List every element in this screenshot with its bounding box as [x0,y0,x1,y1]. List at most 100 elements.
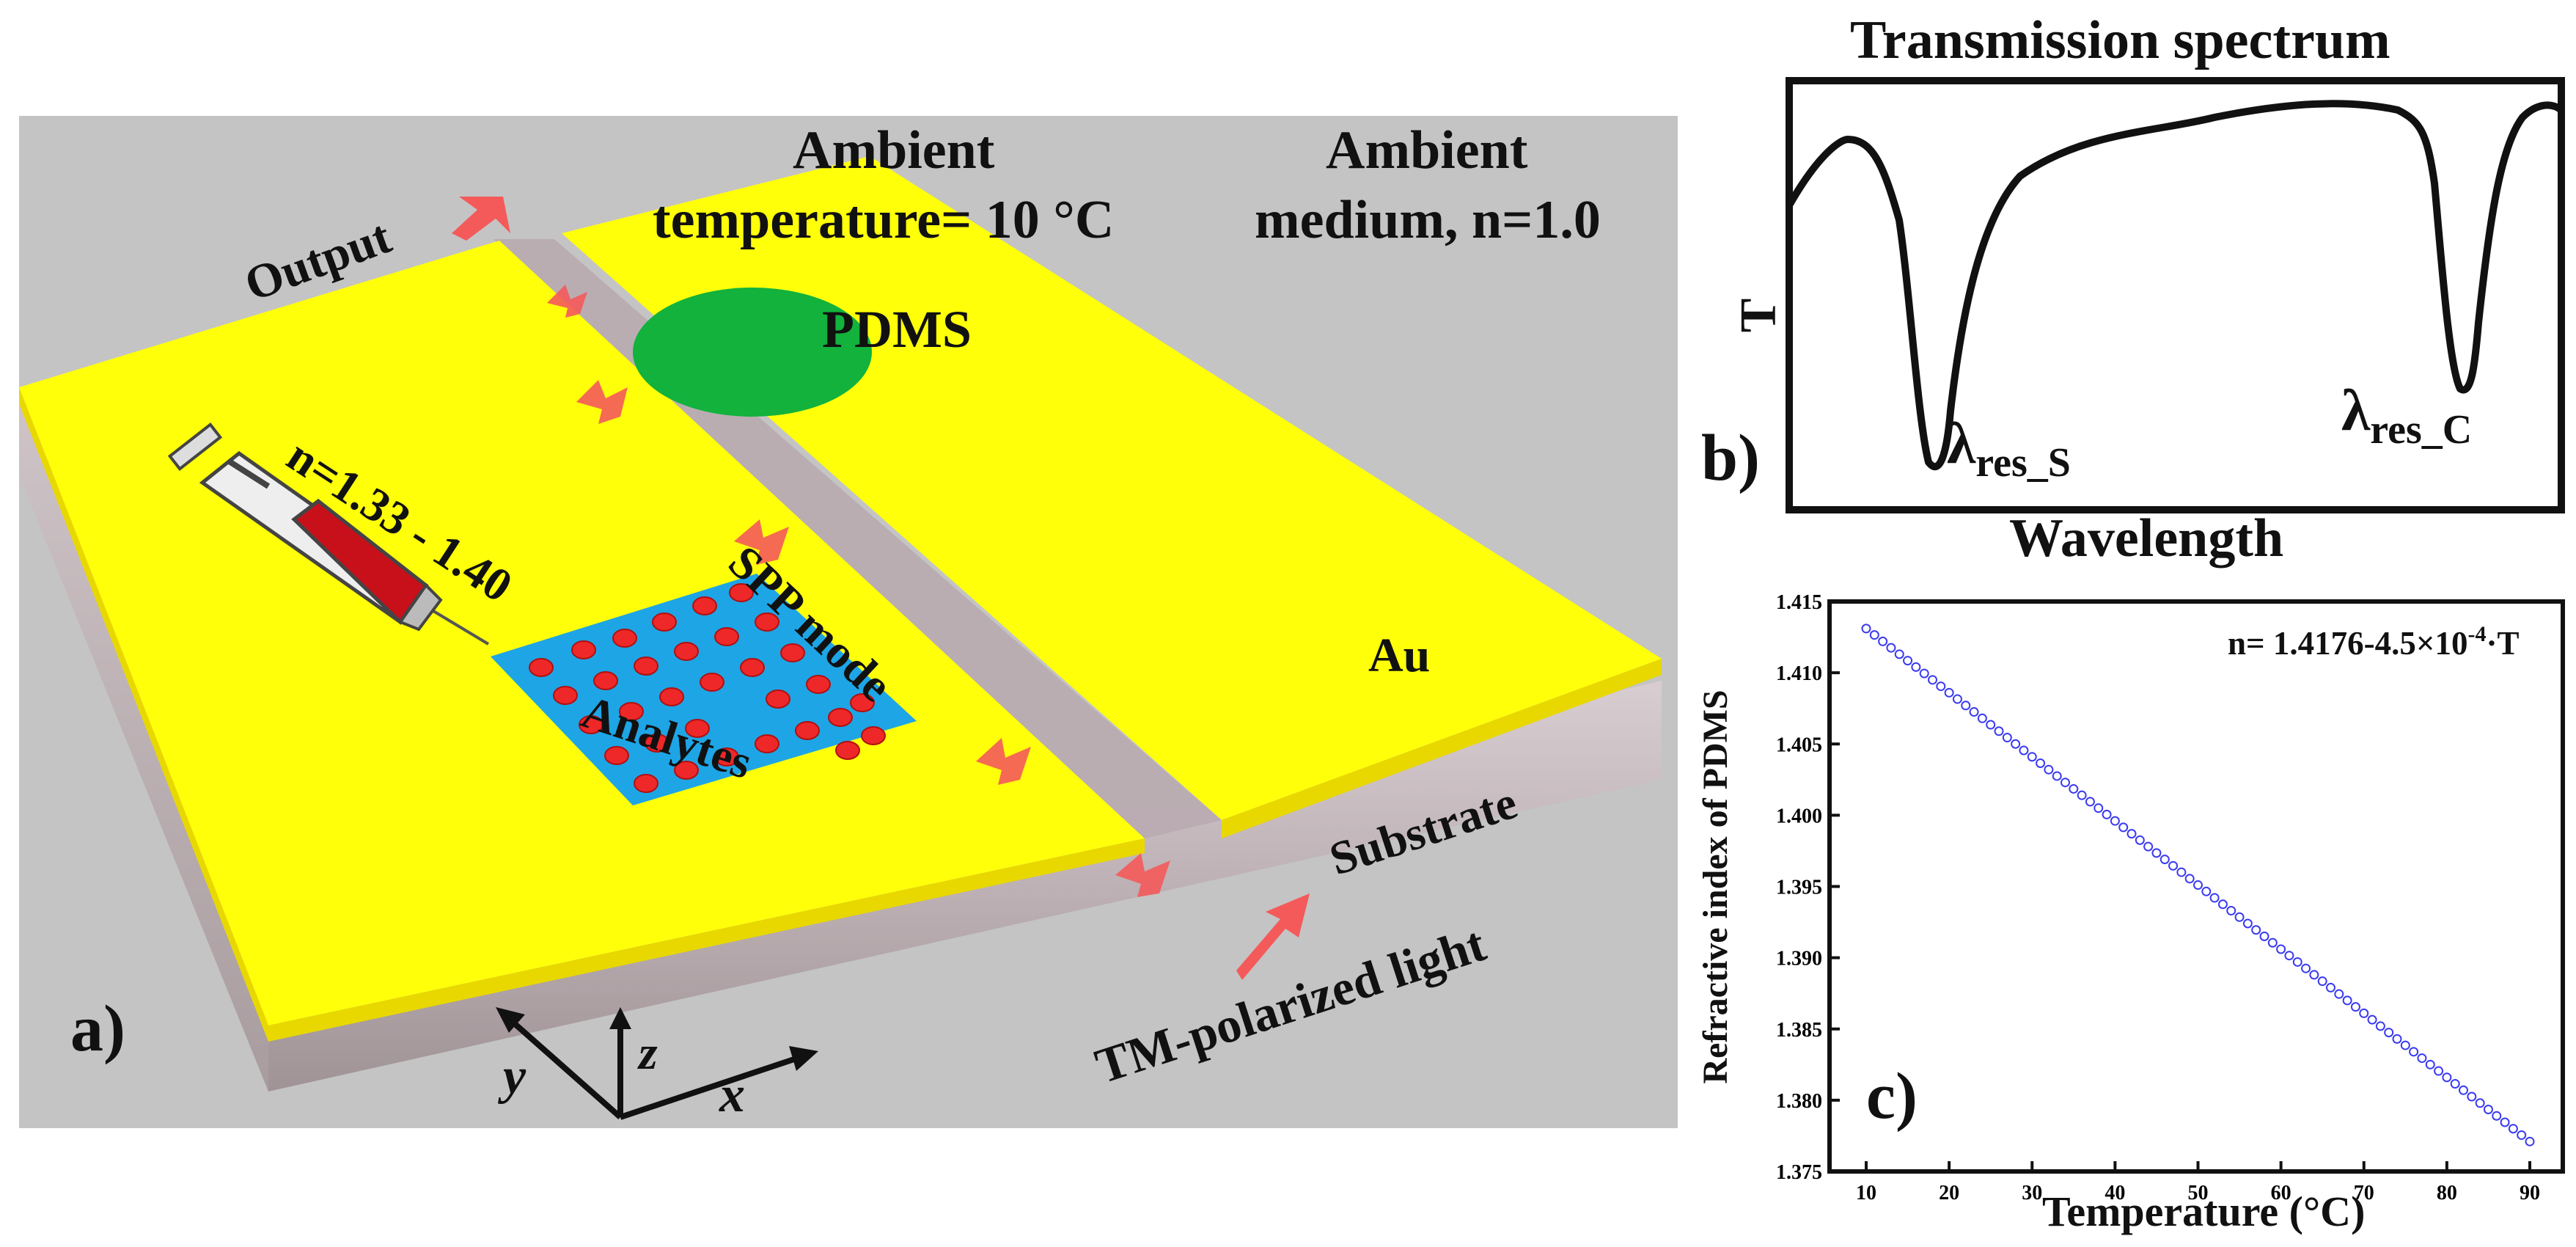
panel-c-label: c) [1866,1060,1918,1133]
panel-b-label: b) [1701,422,1761,494]
data-point [2508,1124,2518,1134]
spp-propagation-arrows [547,285,1170,897]
x-tick-label: 80 [2437,1182,2457,1204]
au-label: Au [1368,629,1431,682]
data-point [2085,797,2095,807]
data-point [1894,649,1904,659]
data-point [2159,855,2170,865]
output-arrow [452,197,510,241]
data-point [2309,970,2319,980]
data-point [2409,1047,2419,1057]
axis-y-label: y [503,1048,526,1105]
data-point [2359,1008,2369,1018]
data-point [2475,1098,2485,1108]
pdms-index-chart-panel: 10 20 30 40 50 60 70 80 90 1.375 1.380 1.385 1.390 1.… [1679,568,2576,1247]
data-point [2334,989,2344,999]
data-point [2492,1111,2502,1121]
data-point [2525,1136,2535,1147]
pdms-index-chart: 10 20 30 40 50 60 70 80 90 1.375 1.380 1.385 1.390 1.… [1776,591,2565,1204]
gold-film-right-front [1222,659,1662,838]
chart-xlabel: Temperature (°C) [2042,1188,2366,1235]
data-point [2217,899,2228,910]
data-point [2367,1014,2377,1025]
data-point [2442,1072,2452,1083]
resonance-c-label: λres_C [2341,379,2472,450]
gold-film-left-edge [19,387,268,1042]
data-point [2242,918,2253,929]
data-point [2259,931,2269,941]
data-point [2467,1091,2477,1102]
data-point [2143,841,2154,852]
data-point [2517,1130,2527,1140]
x-tick-label: 70 [2354,1182,2374,1204]
spectrum-ylabel: T [1730,298,1787,333]
data-point [2011,739,2021,749]
data-point [2209,893,2220,903]
data-point [2392,1034,2402,1044]
data-point [2400,1040,2410,1050]
data-point [2483,1105,2493,1115]
data-point [2326,982,2335,992]
ambient-temperature-line1: Ambient [793,120,995,180]
spectrum-xlabel: Wavelength [2009,508,2284,568]
data-point [2434,1066,2444,1076]
data-point [1903,656,1913,666]
resonance-s-label: λres_S [1947,412,2071,483]
data-point [2301,963,2311,973]
chart-points [1861,624,2535,1147]
data-point [1977,713,1987,723]
data-point [2417,1053,2427,1064]
data-point [1944,687,1954,698]
chart-frame [1827,599,2565,1174]
data-point [1869,630,1879,640]
ambient-temperature-line2: temperature= 10 °C [653,190,1115,250]
y-tick-label: 1.415 [1776,591,1822,614]
data-point [2052,771,2062,781]
data-point [1878,636,1888,646]
data-point [2342,995,2352,1006]
ambient-medium-line1: Ambient [1326,120,1528,180]
data-point [2044,764,2054,775]
data-point [2284,951,2294,961]
y-tick-label: 1.380 [1776,1090,1822,1113]
spectrum-title: Transmission spectrum [1850,10,2390,70]
input-light-arrow [1236,893,1310,980]
axis-x-label: x [719,1067,745,1123]
data-point [1986,720,1996,730]
chart-ylabel: Refractive index of PDMS [1696,690,1735,1084]
x-tick-label: 30 [2022,1182,2042,1204]
axis-z-label: z [639,1026,658,1080]
pdms-label: PDMS [822,300,972,359]
data-point [1919,668,1929,679]
resonance-c-subscript: res_C [2370,407,2473,453]
data-point [2061,778,2070,788]
data-point [2201,886,2212,896]
equation-tail: ·T [2486,625,2520,662]
y-tick-label: 1.385 [1776,1019,1822,1042]
device-schematic-svg [19,156,1662,1120]
data-point [2500,1117,2510,1127]
y-tick-label: 1.395 [1776,877,1822,899]
data-point [2135,835,2145,845]
y-tick-label: 1.375 [1776,1161,1822,1184]
x-tick-label: 90 [2520,1182,2540,1204]
coordinate-axes [496,1007,818,1120]
data-point [2127,829,2137,839]
data-point [2019,745,2029,756]
substrate-left-face [19,389,268,1091]
y-tick-label: 1.405 [1776,734,1822,756]
resonance-c-lambda: λ [2341,379,2371,443]
syringe-icon [167,422,490,646]
device-schematic-panel: Output Ambient temperature= 10 °C Ambien… [19,116,1678,1128]
data-point [2276,944,2286,954]
analyte-well [491,574,917,805]
y-tick-label: 1.410 [1776,662,1822,685]
resonance-s-lambda: λ [1947,412,1976,476]
data-point [2002,733,2012,743]
data-point [2450,1079,2460,1089]
transmission-spectrum-panel: Transmission spectrum T Wavelength b) λr… [1701,0,2576,568]
data-point [2267,937,2278,948]
equation-base: n= 1.4176-4.5×10 [2228,625,2468,662]
ambient-medium-line2: medium, n=1.0 [1255,190,1601,250]
data-point [2110,816,2120,826]
